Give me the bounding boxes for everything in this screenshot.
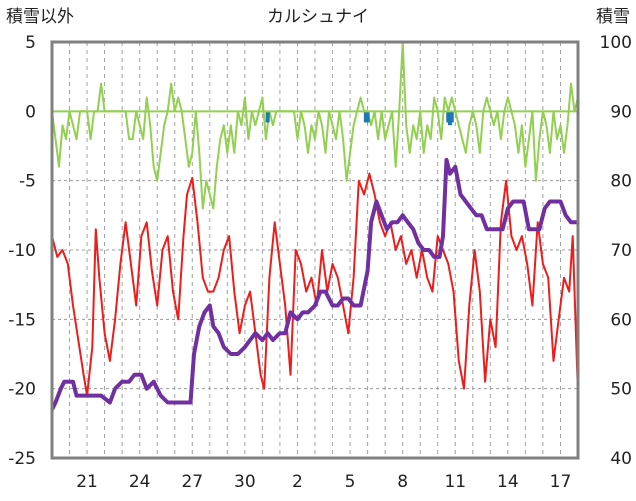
right-tick-label: 80	[610, 172, 632, 192]
x-axis-ticks: 21 24 27 30 2 5 8 11 14 17	[76, 472, 571, 492]
right-tick-label: 60	[610, 310, 632, 330]
x-tick-label: 5	[345, 472, 356, 492]
right-axis-title: 積雪	[596, 7, 630, 27]
left-tick-label: -15	[8, 310, 36, 330]
left-axis-ticks: 5 0 -5 -10 -15 -20 -25	[8, 33, 36, 469]
right-tick-label: 70	[610, 241, 632, 261]
bar-mark	[449, 111, 454, 123]
left-tick-label: -25	[8, 449, 36, 469]
left-tick-label: -5	[19, 172, 36, 192]
x-tick-label: 2	[292, 472, 303, 492]
x-tick-label: 14	[497, 472, 519, 492]
x-tick-label: 8	[397, 472, 408, 492]
series-lines	[50, 41, 579, 411]
chart-title: カルシュナイ	[267, 7, 369, 27]
x-tick-label: 30	[234, 472, 256, 492]
right-tick-label: 90	[610, 102, 632, 122]
left-tick-label: -10	[8, 241, 36, 261]
right-tick-label: 100	[600, 33, 632, 53]
x-tick-label: 17	[550, 472, 572, 492]
right-axis-ticks: 100 90 80 70 60 50 40	[600, 33, 632, 469]
x-tick-label: 21	[76, 472, 98, 492]
series-line	[50, 157, 578, 411]
left-axis-title: 積雪以外	[6, 7, 74, 27]
x-tick-label: 24	[129, 472, 151, 492]
right-tick-label: 40	[610, 449, 632, 469]
left-tick-label: -20	[8, 380, 36, 400]
left-tick-label: 0	[25, 102, 36, 122]
bar-mark	[265, 111, 270, 123]
right-tick-label: 50	[610, 380, 632, 400]
series-line	[51, 172, 579, 397]
plot-frame	[50, 40, 580, 460]
left-tick-label: 5	[25, 33, 36, 53]
bar-mark	[365, 111, 370, 123]
x-tick-label: 27	[181, 472, 203, 492]
x-tick-label: 11	[444, 472, 466, 492]
vertical-gridlines	[69, 42, 561, 458]
